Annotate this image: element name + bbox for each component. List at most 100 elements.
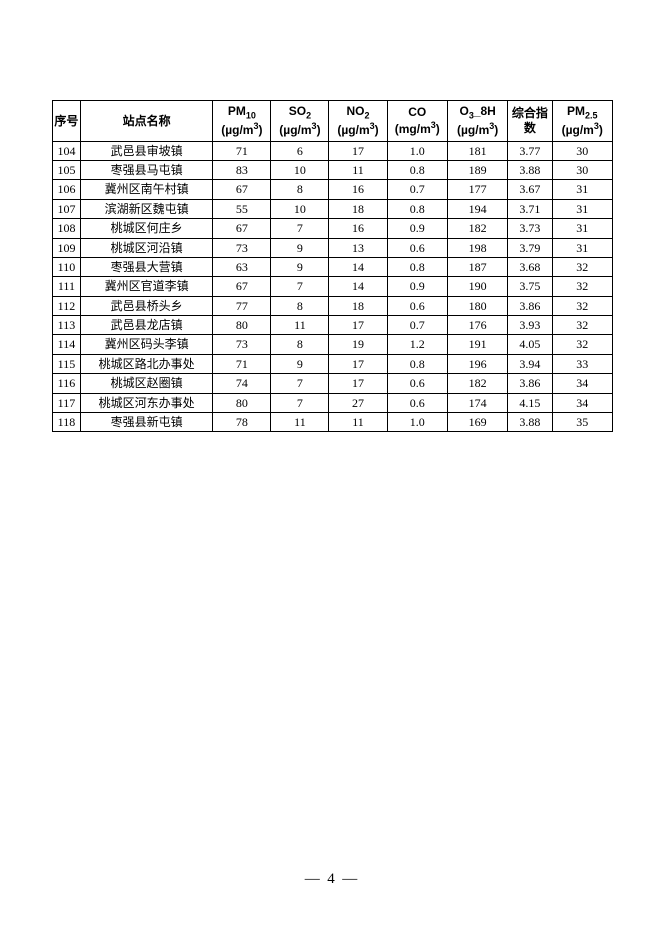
cell-so2: 7 — [271, 219, 329, 238]
cell-idx: 3.77 — [508, 141, 552, 160]
table-row: 110枣强县大营镇639140.81873.6832 — [53, 257, 613, 276]
col-pm25: PM2.5 (µg/m3) — [552, 101, 613, 142]
cell-o3: 191 — [447, 335, 507, 354]
cell-so2: 10 — [271, 160, 329, 179]
cell-idx: 3.94 — [508, 354, 552, 373]
cell-no2: 17 — [329, 141, 387, 160]
so2-prefix: SO — [289, 104, 306, 118]
table-row: 105枣强县马屯镇8310110.81893.8830 — [53, 160, 613, 179]
cell-seq: 105 — [53, 160, 81, 179]
so2-unit-suffix: ) — [317, 123, 321, 137]
cell-seq: 118 — [53, 413, 81, 432]
cell-o3: 182 — [447, 374, 507, 393]
col-so2: SO2 (µg/m3) — [271, 101, 329, 142]
cell-co: 1.0 — [387, 141, 447, 160]
cell-seq: 111 — [53, 277, 81, 296]
cell-pm25: 30 — [552, 160, 613, 179]
table-row: 113武邑县龙店镇8011170.71763.9332 — [53, 316, 613, 335]
o3-unit-prefix: (µg/m — [457, 123, 489, 137]
table-row: 107滨湖新区魏屯镇5510180.81943.7131 — [53, 199, 613, 218]
cell-co: 1.2 — [387, 335, 447, 354]
cell-name: 冀州区官道李镇 — [80, 277, 212, 296]
co-unit-prefix: (mg/m — [395, 122, 431, 136]
cell-seq: 109 — [53, 238, 81, 257]
cell-pm10: 55 — [213, 199, 271, 218]
cell-co: 0.8 — [387, 354, 447, 373]
table-row: 112武邑县桥头乡778180.61803.8632 — [53, 296, 613, 315]
cell-idx: 3.67 — [508, 180, 552, 199]
cell-o3: 176 — [447, 316, 507, 335]
cell-pm25: 34 — [552, 374, 613, 393]
cell-so2: 6 — [271, 141, 329, 160]
cell-co: 0.6 — [387, 296, 447, 315]
col-o3: O3_8H (µg/m3) — [447, 101, 507, 142]
cell-o3: 177 — [447, 180, 507, 199]
cell-name: 桃城区路北办事处 — [80, 354, 212, 373]
cell-o3: 181 — [447, 141, 507, 160]
pm10-sub: 10 — [246, 110, 256, 120]
table-body: 104武邑县审坡镇716171.01813.7730105枣强县马屯镇83101… — [53, 141, 613, 432]
cell-idx: 3.86 — [508, 296, 552, 315]
cell-pm25: 32 — [552, 335, 613, 354]
table-header: 序号 站点名称 PM10 (µg/m3) SO2 (µg/m3) NO2 (µg… — [53, 101, 613, 142]
cell-pm25: 32 — [552, 316, 613, 335]
cell-no2: 14 — [329, 277, 387, 296]
cell-seq: 106 — [53, 180, 81, 199]
cell-so2: 11 — [271, 413, 329, 432]
pm25-prefix: PM — [567, 104, 585, 118]
cell-no2: 16 — [329, 219, 387, 238]
pm10-prefix: PM — [228, 104, 246, 118]
cell-name: 枣强县新屯镇 — [80, 413, 212, 432]
cell-pm25: 35 — [552, 413, 613, 432]
no2-unit-suffix: ) — [375, 123, 379, 137]
cell-no2: 17 — [329, 374, 387, 393]
o3-suffix: _8H — [474, 104, 496, 118]
cell-pm25: 34 — [552, 393, 613, 412]
col-no2: NO2 (µg/m3) — [329, 101, 387, 142]
table-row: 118枣强县新屯镇7811111.01693.8835 — [53, 413, 613, 432]
cell-pm10: 78 — [213, 413, 271, 432]
cell-o3: 169 — [447, 413, 507, 432]
cell-pm25: 31 — [552, 180, 613, 199]
cell-idx: 3.88 — [508, 160, 552, 179]
cell-idx: 3.86 — [508, 374, 552, 393]
cell-idx: 3.75 — [508, 277, 552, 296]
cell-so2: 9 — [271, 354, 329, 373]
cell-pm10: 83 — [213, 160, 271, 179]
cell-name: 枣强县马屯镇 — [80, 160, 212, 179]
table-row: 114冀州区码头李镇738191.21914.0532 — [53, 335, 613, 354]
cell-seq: 115 — [53, 354, 81, 373]
cell-so2: 7 — [271, 277, 329, 296]
cell-no2: 18 — [329, 199, 387, 218]
cell-co: 0.6 — [387, 393, 447, 412]
cell-no2: 27 — [329, 393, 387, 412]
cell-co: 0.6 — [387, 238, 447, 257]
cell-o3: 180 — [447, 296, 507, 315]
cell-seq: 117 — [53, 393, 81, 412]
cell-pm25: 31 — [552, 199, 613, 218]
cell-o3: 174 — [447, 393, 507, 412]
co-unit-suffix: ) — [436, 122, 440, 136]
no2-unit-prefix: (µg/m — [337, 123, 369, 137]
so2-unit-prefix: (µg/m — [279, 123, 311, 137]
cell-name: 武邑县桥头乡 — [80, 296, 212, 315]
cell-pm10: 74 — [213, 374, 271, 393]
cell-idx: 3.73 — [508, 219, 552, 238]
cell-seq: 110 — [53, 257, 81, 276]
cell-no2: 17 — [329, 316, 387, 335]
cell-pm25: 31 — [552, 219, 613, 238]
cell-name: 冀州区南午村镇 — [80, 180, 212, 199]
cell-seq: 112 — [53, 296, 81, 315]
col-seq: 序号 — [53, 101, 81, 142]
cell-pm10: 67 — [213, 219, 271, 238]
pm25-unit-prefix: (µg/m — [562, 123, 594, 137]
cell-pm10: 77 — [213, 296, 271, 315]
cell-pm25: 32 — [552, 277, 613, 296]
cell-idx: 3.79 — [508, 238, 552, 257]
table-row: 109桃城区河沿镇739130.61983.7931 — [53, 238, 613, 257]
cell-so2: 8 — [271, 335, 329, 354]
cell-co: 0.7 — [387, 316, 447, 335]
table-row: 117桃城区河东办事处807270.61744.1534 — [53, 393, 613, 412]
cell-name: 冀州区码头李镇 — [80, 335, 212, 354]
dash-left: — — [305, 871, 320, 887]
